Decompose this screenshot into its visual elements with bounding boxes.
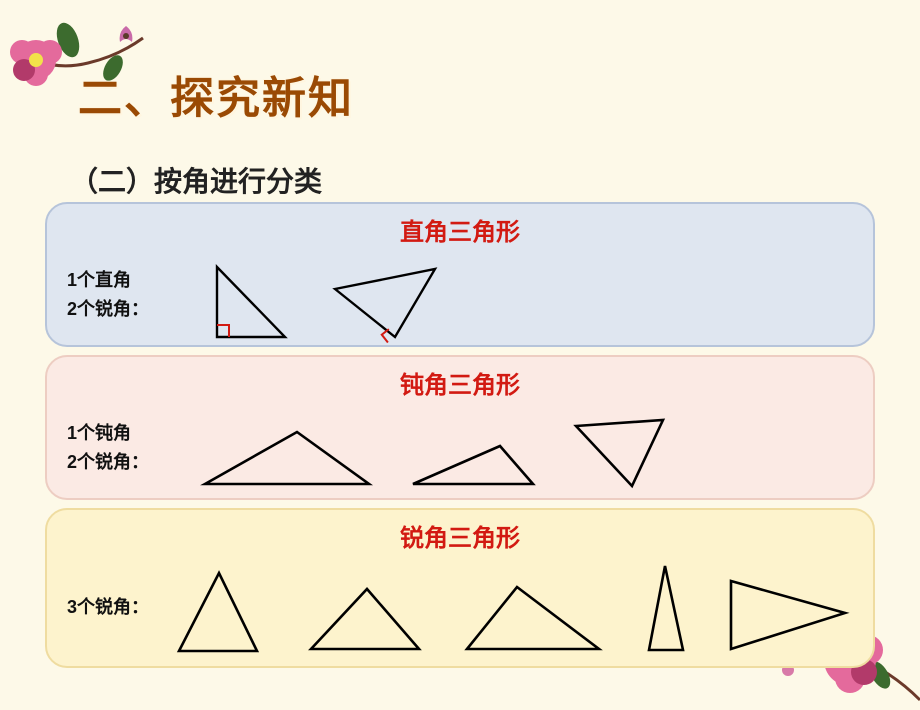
category-row: 1个直角2个锐角： [67, 251, 853, 339]
category-title: 锐角三角形 [67, 518, 853, 553]
category-row: 1个钝角2个锐角： [67, 404, 853, 492]
category-description: 1个钝角2个锐角： [67, 419, 197, 477]
acute-triangle-icon [723, 567, 853, 657]
description-line: 2个锐角： [67, 448, 197, 477]
acute-triangle-icon [299, 577, 429, 657]
category-description: 1个直角2个锐角： [67, 266, 197, 324]
category-description: 3个锐角： [67, 593, 161, 622]
category-row: 3个锐角： [67, 557, 853, 657]
right-triangle-icon [325, 259, 445, 339]
triangle-shapes [161, 557, 853, 657]
category-panel: 钝角三角形 1个钝角2个锐角： [45, 355, 875, 500]
description-line: 1个直角 [67, 266, 197, 295]
description-line: 1个钝角 [67, 419, 197, 448]
obtuse-triangle-icon [568, 412, 698, 492]
obtuse-triangle-icon [405, 432, 540, 492]
category-panels: 直角三角形1个直角2个锐角：钝角三角形1个钝角2个锐角：锐角三角形3个锐角： [45, 202, 875, 676]
category-title: 直角三角形 [67, 212, 853, 247]
acute-triangle-icon [161, 567, 271, 657]
description-line: 3个锐角： [67, 593, 161, 622]
right-angle-mark [217, 325, 229, 337]
category-title: 钝角三角形 [67, 365, 853, 400]
acute-triangle-icon [457, 577, 607, 657]
description-line: 2个锐角： [67, 295, 197, 324]
right-triangle-icon [197, 259, 297, 339]
triangle-shapes [197, 251, 853, 339]
page-title: 二、探究新知 [78, 62, 354, 126]
category-panel: 锐角三角形 3个锐角： [45, 508, 875, 668]
triangle-shapes [197, 404, 853, 492]
acute-triangle-icon [635, 562, 695, 657]
section-subtitle: （二）按角进行分类 [70, 160, 322, 200]
obtuse-triangle-icon [197, 422, 377, 492]
category-panel: 直角三角形 1个直角2个锐角： [45, 202, 875, 347]
